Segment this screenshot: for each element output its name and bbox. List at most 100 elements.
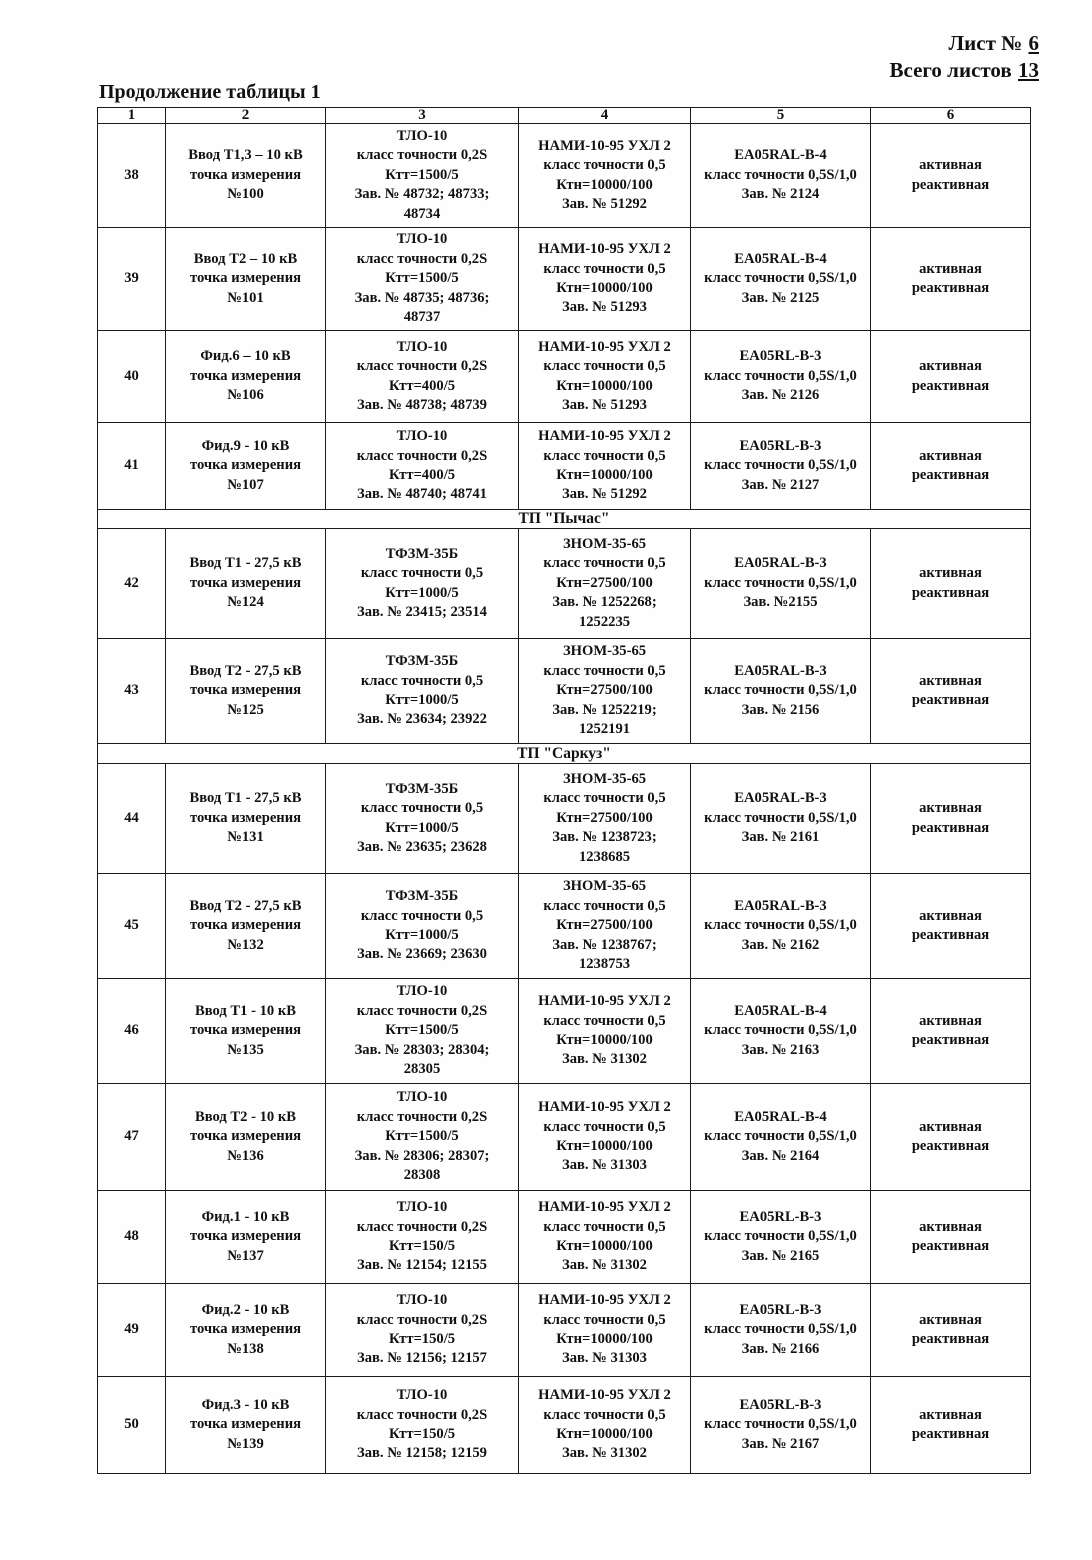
table-row-43: 43 Ввод Т2 - 27,5 кВ точка измерения №12… — [97, 638, 1031, 744]
total-sheets-label: Всего листов — [889, 57, 1012, 82]
table-row-44: 44 Ввод Т1 - 27,5 кВ точка измерения №13… — [97, 763, 1031, 874]
current-transformer-cell: ТЛО-10 класс точности 0,2S Ктт=1500/5 За… — [325, 123, 519, 228]
measuring-point-cell: Фид.1 - 10 кВ точка измерения №137 — [165, 1190, 326, 1284]
current-transformer-cell: ТФЗМ-35Б класс точности 0,5 Ктт=1000/5 З… — [325, 528, 519, 639]
measuring-point-cell: Фид.3 - 10 кВ точка измерения №139 — [165, 1376, 326, 1474]
energy-type-cell: активная реактивная — [870, 1376, 1031, 1474]
table-row-50: 50 Фид.3 - 10 кВ точка измерения №139 ТЛ… — [97, 1376, 1031, 1474]
meter-cell: EA05RAL-B-4 класс точности 0,5S/1,0 Зав.… — [690, 123, 871, 228]
measuring-point-cell: Фид.9 - 10 кВ точка измерения №107 — [165, 422, 326, 510]
current-transformer-cell: ТФЗМ-35Б класс точности 0,5 Ктт=1000/5 З… — [325, 638, 519, 744]
row-number-cell: 38 — [97, 123, 166, 228]
row-number-cell: 44 — [97, 763, 166, 874]
measuring-point-cell: Фид.2 - 10 кВ точка измерения №138 — [165, 1283, 326, 1377]
row-number-cell: 39 — [97, 227, 166, 331]
meter-cell: EA05RAL-B-3 класс точности 0,5S/1,0 Зав.… — [690, 763, 871, 874]
meter-cell: EA05RL-B-3 класс точности 0,5S/1,0 Зав. … — [690, 1283, 871, 1377]
substation-section-row: ТП "Саркуз" — [97, 743, 1031, 764]
energy-type-cell: активная реактивная — [870, 763, 1031, 874]
meter-cell: EA05RAL-B-3 класс точности 0,5S/1,0 Зав.… — [690, 638, 871, 744]
row-number-cell: 41 — [97, 422, 166, 510]
column-header-2: 2 — [165, 107, 326, 124]
voltage-transformer-cell: НАМИ-10-95 УХЛ 2 класс точности 0,5 Ктн=… — [518, 978, 691, 1084]
table-caption: Продолжение таблицы 1 — [99, 81, 321, 103]
current-transformer-cell: ТЛО-10 класс точности 0,2S Ктт=400/5 Зав… — [325, 422, 519, 510]
table-row-45: 45 Ввод Т2 - 27,5 кВ точка измерения №13… — [97, 873, 1031, 979]
measuring-point-cell: Ввод Т1 - 27,5 кВ точка измерения №131 — [165, 763, 326, 874]
row-number-cell: 49 — [97, 1283, 166, 1377]
column-header-1: 1 — [97, 107, 166, 124]
measuring-point-cell: Ввод Т2 - 27,5 кВ точка измерения №125 — [165, 638, 326, 744]
current-transformer-cell: ТЛО-10 класс точности 0,2S Ктт=150/5 Зав… — [325, 1283, 519, 1377]
row-number-cell: 46 — [97, 978, 166, 1084]
row-number-cell: 47 — [97, 1083, 166, 1191]
row-number-cell: 45 — [97, 873, 166, 979]
energy-type-cell: активная реактивная — [870, 227, 1031, 331]
energy-type-cell: активная реактивная — [870, 528, 1031, 639]
meter-cell: EA05RAL-B-4 класс точности 0,5S/1,0 Зав.… — [690, 227, 871, 331]
table-row-49: 49 Фид.2 - 10 кВ точка измерения №138 ТЛ… — [97, 1283, 1031, 1377]
column-header-6: 6 — [870, 107, 1031, 124]
voltage-transformer-cell: ЗНОМ-35-65 класс точности 0,5 Ктн=27500/… — [518, 528, 691, 639]
substation-section-label: ТП "Пычас" — [97, 509, 1031, 529]
table-row-39: 39 Ввод Т2 – 10 кВ точка измерения №101 … — [97, 227, 1031, 331]
measuring-point-cell: Фид.6 – 10 кВ точка измерения №106 — [165, 330, 326, 423]
current-transformer-cell: ТЛО-10 класс точности 0,2S Ктт=1500/5 За… — [325, 227, 519, 331]
voltage-transformer-cell: НАМИ-10-95 УХЛ 2 класс точности 0,5 Ктн=… — [518, 123, 691, 228]
measuring-point-cell: Ввод Т1 - 10 кВ точка измерения №135 — [165, 978, 326, 1084]
energy-type-cell: активная реактивная — [870, 1190, 1031, 1284]
energy-type-cell: активная реактивная — [870, 330, 1031, 423]
voltage-transformer-cell: НАМИ-10-95 УХЛ 2 класс точности 0,5 Ктн=… — [518, 1376, 691, 1474]
sheet-number-value: 6 — [1028, 31, 1040, 55]
measuring-point-cell: Ввод Т2 – 10 кВ точка измерения №101 — [165, 227, 326, 331]
energy-type-cell: активная реактивная — [870, 1283, 1031, 1377]
energy-type-cell: активная реактивная — [870, 123, 1031, 228]
meter-cell: EA05RL-B-3 класс точности 0,5S/1,0 Зав. … — [690, 1190, 871, 1284]
row-number-cell: 40 — [97, 330, 166, 423]
voltage-transformer-cell: НАМИ-10-95 УХЛ 2 класс точности 0,5 Ктн=… — [518, 227, 691, 331]
voltage-transformer-cell: ЗНОМ-35-65 класс точности 0,5 Ктн=27500/… — [518, 638, 691, 744]
voltage-transformer-cell: НАМИ-10-95 УХЛ 2 класс точности 0,5 Ктн=… — [518, 330, 691, 423]
column-header-5: 5 — [690, 107, 871, 124]
voltage-transformer-cell: НАМИ-10-95 УХЛ 2 класс точности 0,5 Ктн=… — [518, 422, 691, 510]
substation-section-row: ТП "Пычас" — [97, 509, 1031, 529]
column-header-row: 1 2 3 4 5 6 — [97, 107, 1031, 124]
voltage-transformer-cell: НАМИ-10-95 УХЛ 2 класс точности 0,5 Ктн=… — [518, 1190, 691, 1284]
energy-type-cell: активная реактивная — [870, 638, 1031, 744]
voltage-transformer-cell: НАМИ-10-95 УХЛ 2 класс точности 0,5 Ктн=… — [518, 1283, 691, 1377]
total-sheets-line: Всего листов 13 — [890, 57, 1040, 84]
current-transformer-cell: ТФЗМ-35Б класс точности 0,5 Ктт=1000/5 З… — [325, 763, 519, 874]
measuring-point-cell: Ввод Т1 - 27,5 кВ точка измерения №124 — [165, 528, 326, 639]
row-number-cell: 42 — [97, 528, 166, 639]
current-transformer-cell: ТЛО-10 класс точности 0,2S Ктт=150/5 Зав… — [325, 1190, 519, 1284]
row-number-cell: 48 — [97, 1190, 166, 1284]
table-row-41: 41 Фид.9 - 10 кВ точка измерения №107 ТЛ… — [97, 422, 1031, 510]
measuring-point-cell: Ввод Т2 - 27,5 кВ точка измерения №132 — [165, 873, 326, 979]
energy-type-cell: активная реактивная — [870, 422, 1031, 510]
sheet-info: Лист № 6 Всего листов 13 — [890, 30, 1040, 84]
meter-cell: EA05RL-B-3 класс точности 0,5S/1,0 Зав. … — [690, 422, 871, 510]
row-number-cell: 50 — [97, 1376, 166, 1474]
table-row-46: 46 Ввод Т1 - 10 кВ точка измерения №135 … — [97, 978, 1031, 1084]
current-transformer-cell: ТЛО-10 класс точности 0,2S Ктт=400/5 Зав… — [325, 330, 519, 423]
table-row-48: 48 Фид.1 - 10 кВ точка измерения №137 ТЛ… — [97, 1190, 1031, 1284]
voltage-transformer-cell: НАМИ-10-95 УХЛ 2 класс точности 0,5 Ктн=… — [518, 1083, 691, 1191]
energy-type-cell: активная реактивная — [870, 873, 1031, 979]
meter-cell: EA05RL-B-3 класс точности 0,5S/1,0 Зав. … — [690, 330, 871, 423]
row-number-cell: 43 — [97, 638, 166, 744]
table-row-38: 38 Ввод Т1,3 – 10 кВ точка измерения №10… — [97, 123, 1031, 228]
measuring-point-cell: Ввод Т2 - 10 кВ точка измерения №136 — [165, 1083, 326, 1191]
total-sheets-value: 13 — [1018, 57, 1039, 82]
current-transformer-cell: ТЛО-10 класс точности 0,2S Ктт=150/5 Зав… — [325, 1376, 519, 1474]
measuring-point-cell: Ввод Т1,3 – 10 кВ точка измерения №100 — [165, 123, 326, 228]
energy-type-cell: активная реактивная — [870, 978, 1031, 1084]
table-row-47: 47 Ввод Т2 - 10 кВ точка измерения №136 … — [97, 1083, 1031, 1191]
sheet-number-line: Лист № 6 — [890, 30, 1040, 57]
energy-type-cell: активная реактивная — [870, 1083, 1031, 1191]
table-row-40: 40 Фид.6 – 10 кВ точка измерения №106 ТЛ… — [97, 330, 1031, 423]
meter-cell: EA05RAL-B-3 класс точности 0,5S/1,0 Зав.… — [690, 528, 871, 639]
meter-cell: EA05RAL-B-4 класс точности 0,5S/1,0 Зав.… — [690, 978, 871, 1084]
meter-cell: EA05RAL-B-4 класс точности 0,5S/1,0 Зав.… — [690, 1083, 871, 1191]
voltage-transformer-cell: ЗНОМ-35-65 класс точности 0,5 Ктн=27500/… — [518, 763, 691, 874]
